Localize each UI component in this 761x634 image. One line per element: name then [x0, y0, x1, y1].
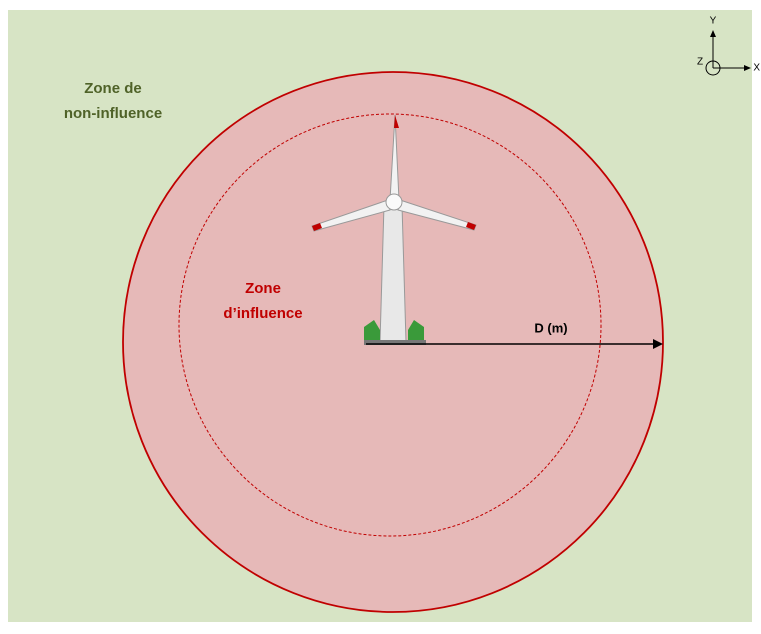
zone-label: Zone de: [84, 80, 142, 97]
distance-label: D (m): [534, 320, 567, 335]
axis-label: Z: [697, 57, 703, 68]
arrow-head: [653, 339, 663, 349]
zone-label: non-influence: [64, 105, 162, 122]
zone-label: Zone: [245, 280, 281, 297]
axes-icon: [705, 30, 751, 76]
zone-label: d’influence: [223, 305, 302, 322]
inner-zone: [178, 113, 602, 537]
axis-label: Y: [710, 16, 717, 27]
axis-label: X: [753, 63, 760, 74]
wind-turbine: [311, 114, 477, 345]
